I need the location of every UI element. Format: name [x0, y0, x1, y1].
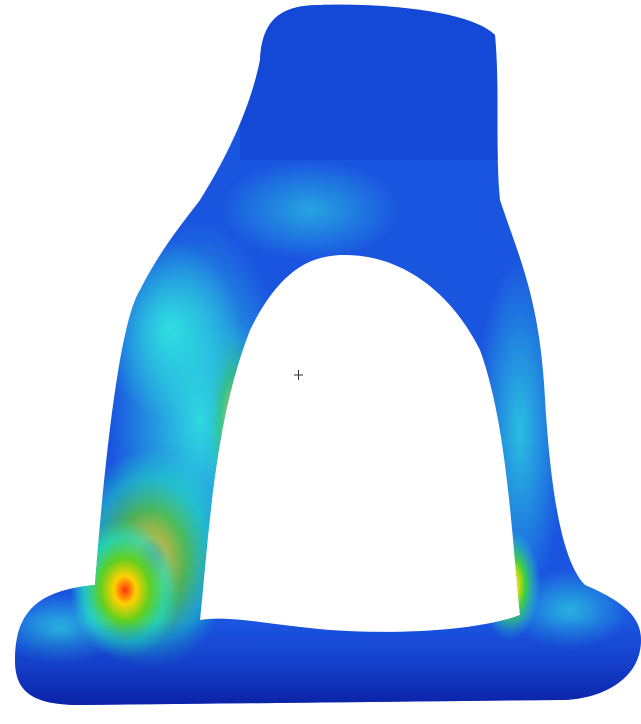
stress-contour-image — [0, 0, 641, 724]
arch-body — [0, 0, 641, 724]
center-cross — [294, 370, 303, 380]
page — [0, 0, 641, 724]
